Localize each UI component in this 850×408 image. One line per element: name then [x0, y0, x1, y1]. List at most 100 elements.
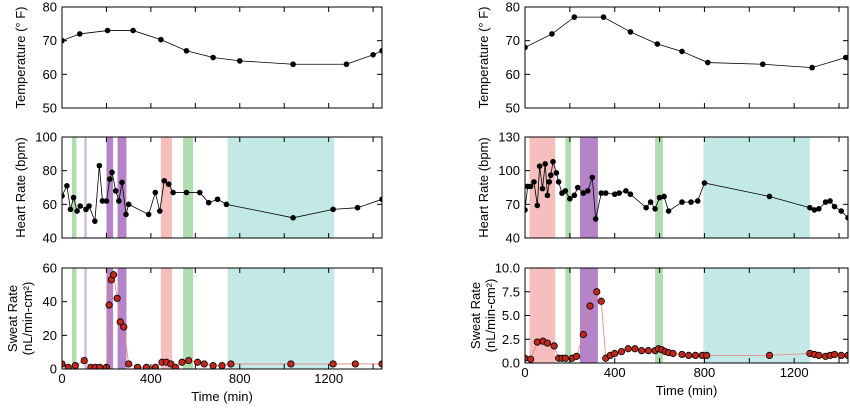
right-heart-rate-point [807, 204, 813, 211]
right-sweat-rate-point [543, 339, 552, 347]
left-heart-rate-point [379, 196, 382, 203]
left-heart-rate-point [161, 177, 168, 184]
left-heart-rate-point [330, 206, 336, 213]
left-temperature-ytick-label: 60 [43, 67, 57, 82]
left-sweat-rate-band-6 [227, 268, 335, 369]
right-sweat-rate-ylabel: Sweat Rate [468, 282, 483, 349]
left-sweat-rate-point [113, 294, 121, 302]
left-sweat-rate-point [218, 362, 226, 369]
left-heart-rate-point [119, 179, 125, 186]
left-sweat-rate-point [178, 358, 186, 366]
left-heart-rate-point [70, 194, 77, 201]
left-temperature-axes-frame [61, 6, 383, 109]
left-heart-rate-point [214, 196, 221, 203]
left-heart-rate-band-0 [72, 137, 77, 238]
right-heart-rate-point [701, 180, 708, 186]
right-heart-rate-point [816, 206, 822, 212]
right-sweat-rate-point [550, 342, 558, 350]
left-heart-rate-point [103, 198, 110, 204]
right-sweat-rate-point [561, 354, 569, 362]
left-temperature-point [210, 54, 216, 61]
left-heart-rate-point [165, 181, 172, 187]
left-heart-rate-point [86, 203, 92, 209]
left-temperature-point [370, 52, 376, 58]
right-heart-rate-point [585, 188, 591, 194]
right-heart-rate-point [580, 190, 587, 196]
right-heart-rate-band-3 [655, 137, 663, 238]
right-heart-rate-point [643, 204, 649, 211]
right-heart-rate-ytick-label: 100 [498, 163, 520, 178]
right-temperature-ytick-label: 70 [506, 33, 520, 48]
right-sweat-rate-ytick-label: 0.0 [502, 356, 520, 371]
left-heart-rate-band-6 [227, 137, 335, 238]
right-heart-rate-point [539, 185, 546, 192]
left-sweat-rate-point [329, 360, 337, 368]
right-sweat-rate-point [669, 349, 677, 358]
right-sweat-rate-point [527, 355, 535, 363]
right-heart-rate-point [544, 192, 551, 199]
left-heart-rate-point [290, 215, 296, 221]
right-heart-rate-point [567, 195, 573, 202]
left-heart-rate-point [196, 189, 203, 196]
left-heart-rate-point [92, 218, 98, 224]
right-heart-rate-point [592, 216, 599, 222]
left-temperature-ytick-label: 80 [43, 0, 57, 15]
right-heart-rate-point [536, 163, 543, 169]
right-heart-rate-point [845, 215, 848, 221]
left-temperature-point [379, 47, 382, 54]
right-sweat-rate-ytick-label: 10.0 [495, 261, 520, 276]
right-sweat-rate-band-4 [703, 268, 810, 363]
left-sweat-rate-point [64, 363, 72, 369]
right-sweat-rate-ylabel-line2: (nL/min-cm²) [483, 279, 498, 353]
left-heart-rate-point [109, 169, 115, 176]
right-heart-rate-point [616, 190, 623, 196]
left-temperature-point [130, 27, 136, 34]
left-sweat-rate-ytick-label: 60 [43, 261, 57, 276]
right-heart-rate-point [553, 170, 560, 176]
right-temperature-ytick-label: 50 [506, 101, 520, 116]
right-sweat-rate-point [815, 351, 823, 359]
right-heart-rate-panel: 40 70 100 130 Heart Rate (bpm) [476, 130, 849, 246]
right-sweat-rate-ytick-label: 7.5 [502, 284, 520, 299]
left-heart-rate-point [77, 203, 84, 209]
right-heart-rate-point [647, 199, 654, 205]
left-sweat-rate-xtick-label: 1200 [314, 371, 343, 386]
left-temperature-point [183, 47, 190, 54]
right-heart-rate-point [546, 179, 553, 185]
right-sweat-rate-xlabel: Time (min) [656, 383, 718, 398]
right-sweat-rate-band-3 [655, 268, 663, 363]
right-heart-rate-point [838, 208, 845, 214]
left-sweat-rate-point [151, 363, 159, 369]
left-heart-rate-axes-frame [61, 136, 383, 239]
right-temperature-panel: 50 60 70 80 Temperature (° F) [476, 0, 849, 116]
right-sweat-rate-xtick-label: 800 [694, 365, 716, 380]
right-sweat-rate-point [678, 350, 686, 359]
left-sweat-rate-band-2 [106, 268, 114, 369]
right-temperature-ylabel: Temperature (° F) [476, 6, 491, 108]
left-heart-rate-band-5 [183, 137, 194, 238]
right-temperature-point [549, 31, 555, 37]
right-heart-rate-point [555, 179, 562, 185]
right-sweat-rate-point [703, 351, 711, 359]
left-heart-rate-panel: 40 60 80 100 Heart Rate (bpm) [13, 130, 383, 246]
right-temperature-ytick-label: 80 [506, 0, 520, 15]
left-heart-rate-point [354, 204, 361, 211]
left-sweat-rate-band-1 [84, 268, 87, 369]
right-sweat-rate-point [579, 330, 587, 339]
left-heart-rate-point [112, 188, 119, 194]
right-sweat-rate-point [611, 349, 619, 358]
right-heart-rate-point [571, 192, 578, 199]
left-temperature-ylabel: Temperature (° F) [13, 6, 28, 108]
left-sweat-rate-point [209, 362, 217, 369]
left-sweat-rate-point [62, 360, 66, 368]
left-heart-rate-point [170, 189, 176, 196]
right-sweat-rate-ytick-label: 2.5 [502, 332, 520, 347]
left-heart-rate-point [145, 211, 152, 218]
right-heart-rate-point [525, 207, 528, 213]
left-heart-rate-ytick-label: 40 [43, 231, 57, 246]
right-sweat-rate-point [644, 347, 652, 355]
right-sweat-rate-point [586, 302, 594, 310]
left-heart-rate-ytick-label: 80 [43, 163, 57, 178]
left-temperature-point [343, 61, 350, 68]
